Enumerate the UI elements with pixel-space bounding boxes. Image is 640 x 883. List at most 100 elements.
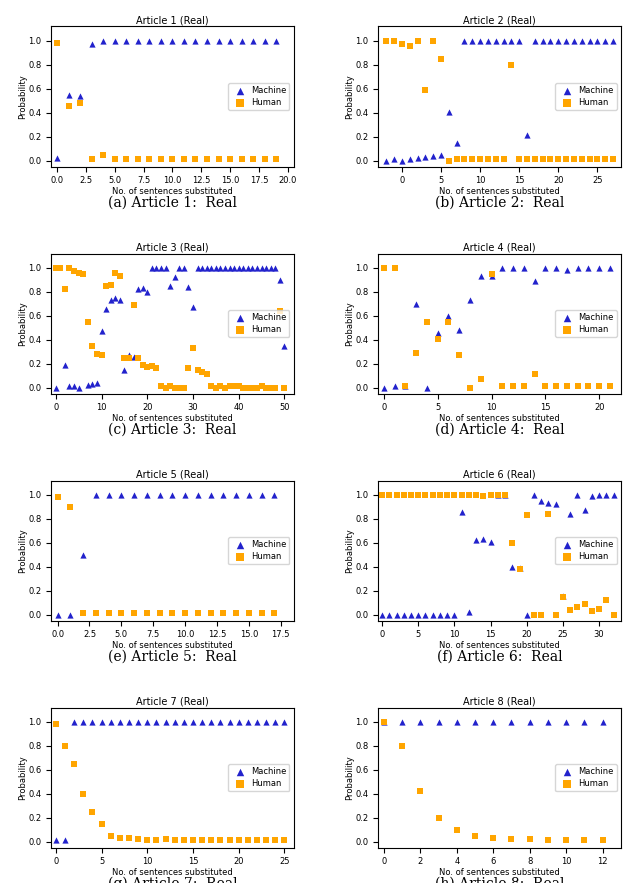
Human [167, 607, 177, 621]
Machine [600, 34, 611, 48]
Machine [275, 273, 285, 287]
Human [87, 339, 97, 353]
Human [500, 487, 510, 502]
Machine [156, 260, 166, 275]
Machine [594, 487, 604, 502]
Machine [257, 260, 267, 275]
Machine [415, 715, 426, 729]
Human [179, 834, 189, 848]
Human [275, 304, 285, 318]
Human [406, 487, 416, 502]
Machine [225, 34, 236, 48]
Machine [86, 37, 97, 51]
Human [594, 380, 604, 394]
Machine [167, 34, 177, 48]
Human [115, 269, 125, 283]
Human [507, 536, 517, 550]
Machine [451, 136, 461, 150]
Human [97, 817, 107, 831]
Machine [69, 715, 79, 729]
Title: Article 4 (Real): Article 4 (Real) [463, 243, 536, 253]
Human [412, 34, 422, 48]
Title: Article 2 (Real): Article 2 (Real) [463, 16, 536, 26]
Machine [65, 608, 76, 622]
Human [165, 380, 175, 394]
Machine [161, 260, 171, 275]
Machine [279, 715, 289, 729]
Human [161, 381, 171, 395]
Legend: Machine, Human: Machine, Human [556, 764, 616, 791]
Machine [151, 715, 161, 729]
Y-axis label: Probability: Probability [18, 755, 27, 800]
Machine [478, 532, 488, 547]
Legend: Machine, Human: Machine, Human [228, 310, 289, 337]
Human [519, 380, 529, 394]
Human [536, 608, 547, 622]
Machine [179, 260, 189, 275]
Machine [456, 504, 467, 518]
Machine [225, 260, 235, 275]
Human [471, 487, 481, 502]
Machine [553, 34, 563, 48]
Human [261, 381, 271, 395]
Machine [506, 715, 516, 729]
Human [247, 381, 257, 395]
Machine [598, 715, 608, 729]
Human [433, 331, 443, 345]
Machine [190, 34, 200, 48]
Machine [78, 547, 88, 562]
Machine [465, 293, 475, 307]
Title: Article 3 (Real): Article 3 (Real) [136, 243, 209, 253]
Machine [384, 608, 394, 622]
Human [558, 590, 568, 604]
Human [220, 381, 230, 395]
Machine [506, 34, 516, 48]
Machine [188, 300, 198, 314]
Human [252, 834, 262, 848]
Human [444, 154, 454, 168]
Machine [270, 715, 280, 729]
Machine [266, 260, 276, 275]
Human [411, 346, 421, 360]
Legend: Machine, Human: Machine, Human [228, 83, 289, 110]
Human [248, 153, 259, 167]
Human [456, 487, 467, 502]
Machine [592, 34, 602, 48]
Human [86, 153, 97, 167]
Human [119, 351, 129, 365]
Human [266, 381, 276, 395]
Human [584, 153, 595, 167]
Human [213, 153, 223, 167]
Human [243, 834, 253, 848]
Human [261, 834, 271, 848]
Human [234, 834, 244, 848]
Human [106, 277, 116, 291]
Human [420, 83, 431, 97]
Human [435, 487, 445, 502]
Human [579, 597, 589, 611]
Machine [165, 279, 175, 293]
Human [561, 153, 571, 167]
Y-axis label: Probability: Probability [18, 301, 27, 346]
Human [608, 153, 618, 167]
Machine [63, 87, 74, 102]
Machine [179, 715, 189, 729]
Human [600, 153, 611, 167]
Human [74, 266, 84, 280]
Human [392, 487, 402, 502]
Machine [279, 339, 289, 353]
Machine [116, 487, 127, 502]
Human [151, 834, 161, 848]
X-axis label: No. of sentences substituted: No. of sentences substituted [439, 641, 560, 650]
Machine [454, 323, 465, 337]
Machine [132, 34, 143, 48]
Text: (b) Article 2:  Real: (b) Article 2: Real [435, 196, 564, 210]
Human [87, 804, 97, 819]
Human [188, 834, 198, 848]
Human [464, 487, 474, 502]
Machine [406, 608, 416, 622]
Machine [515, 561, 525, 575]
Machine [525, 715, 535, 729]
Machine [435, 608, 445, 622]
Human [584, 380, 594, 394]
